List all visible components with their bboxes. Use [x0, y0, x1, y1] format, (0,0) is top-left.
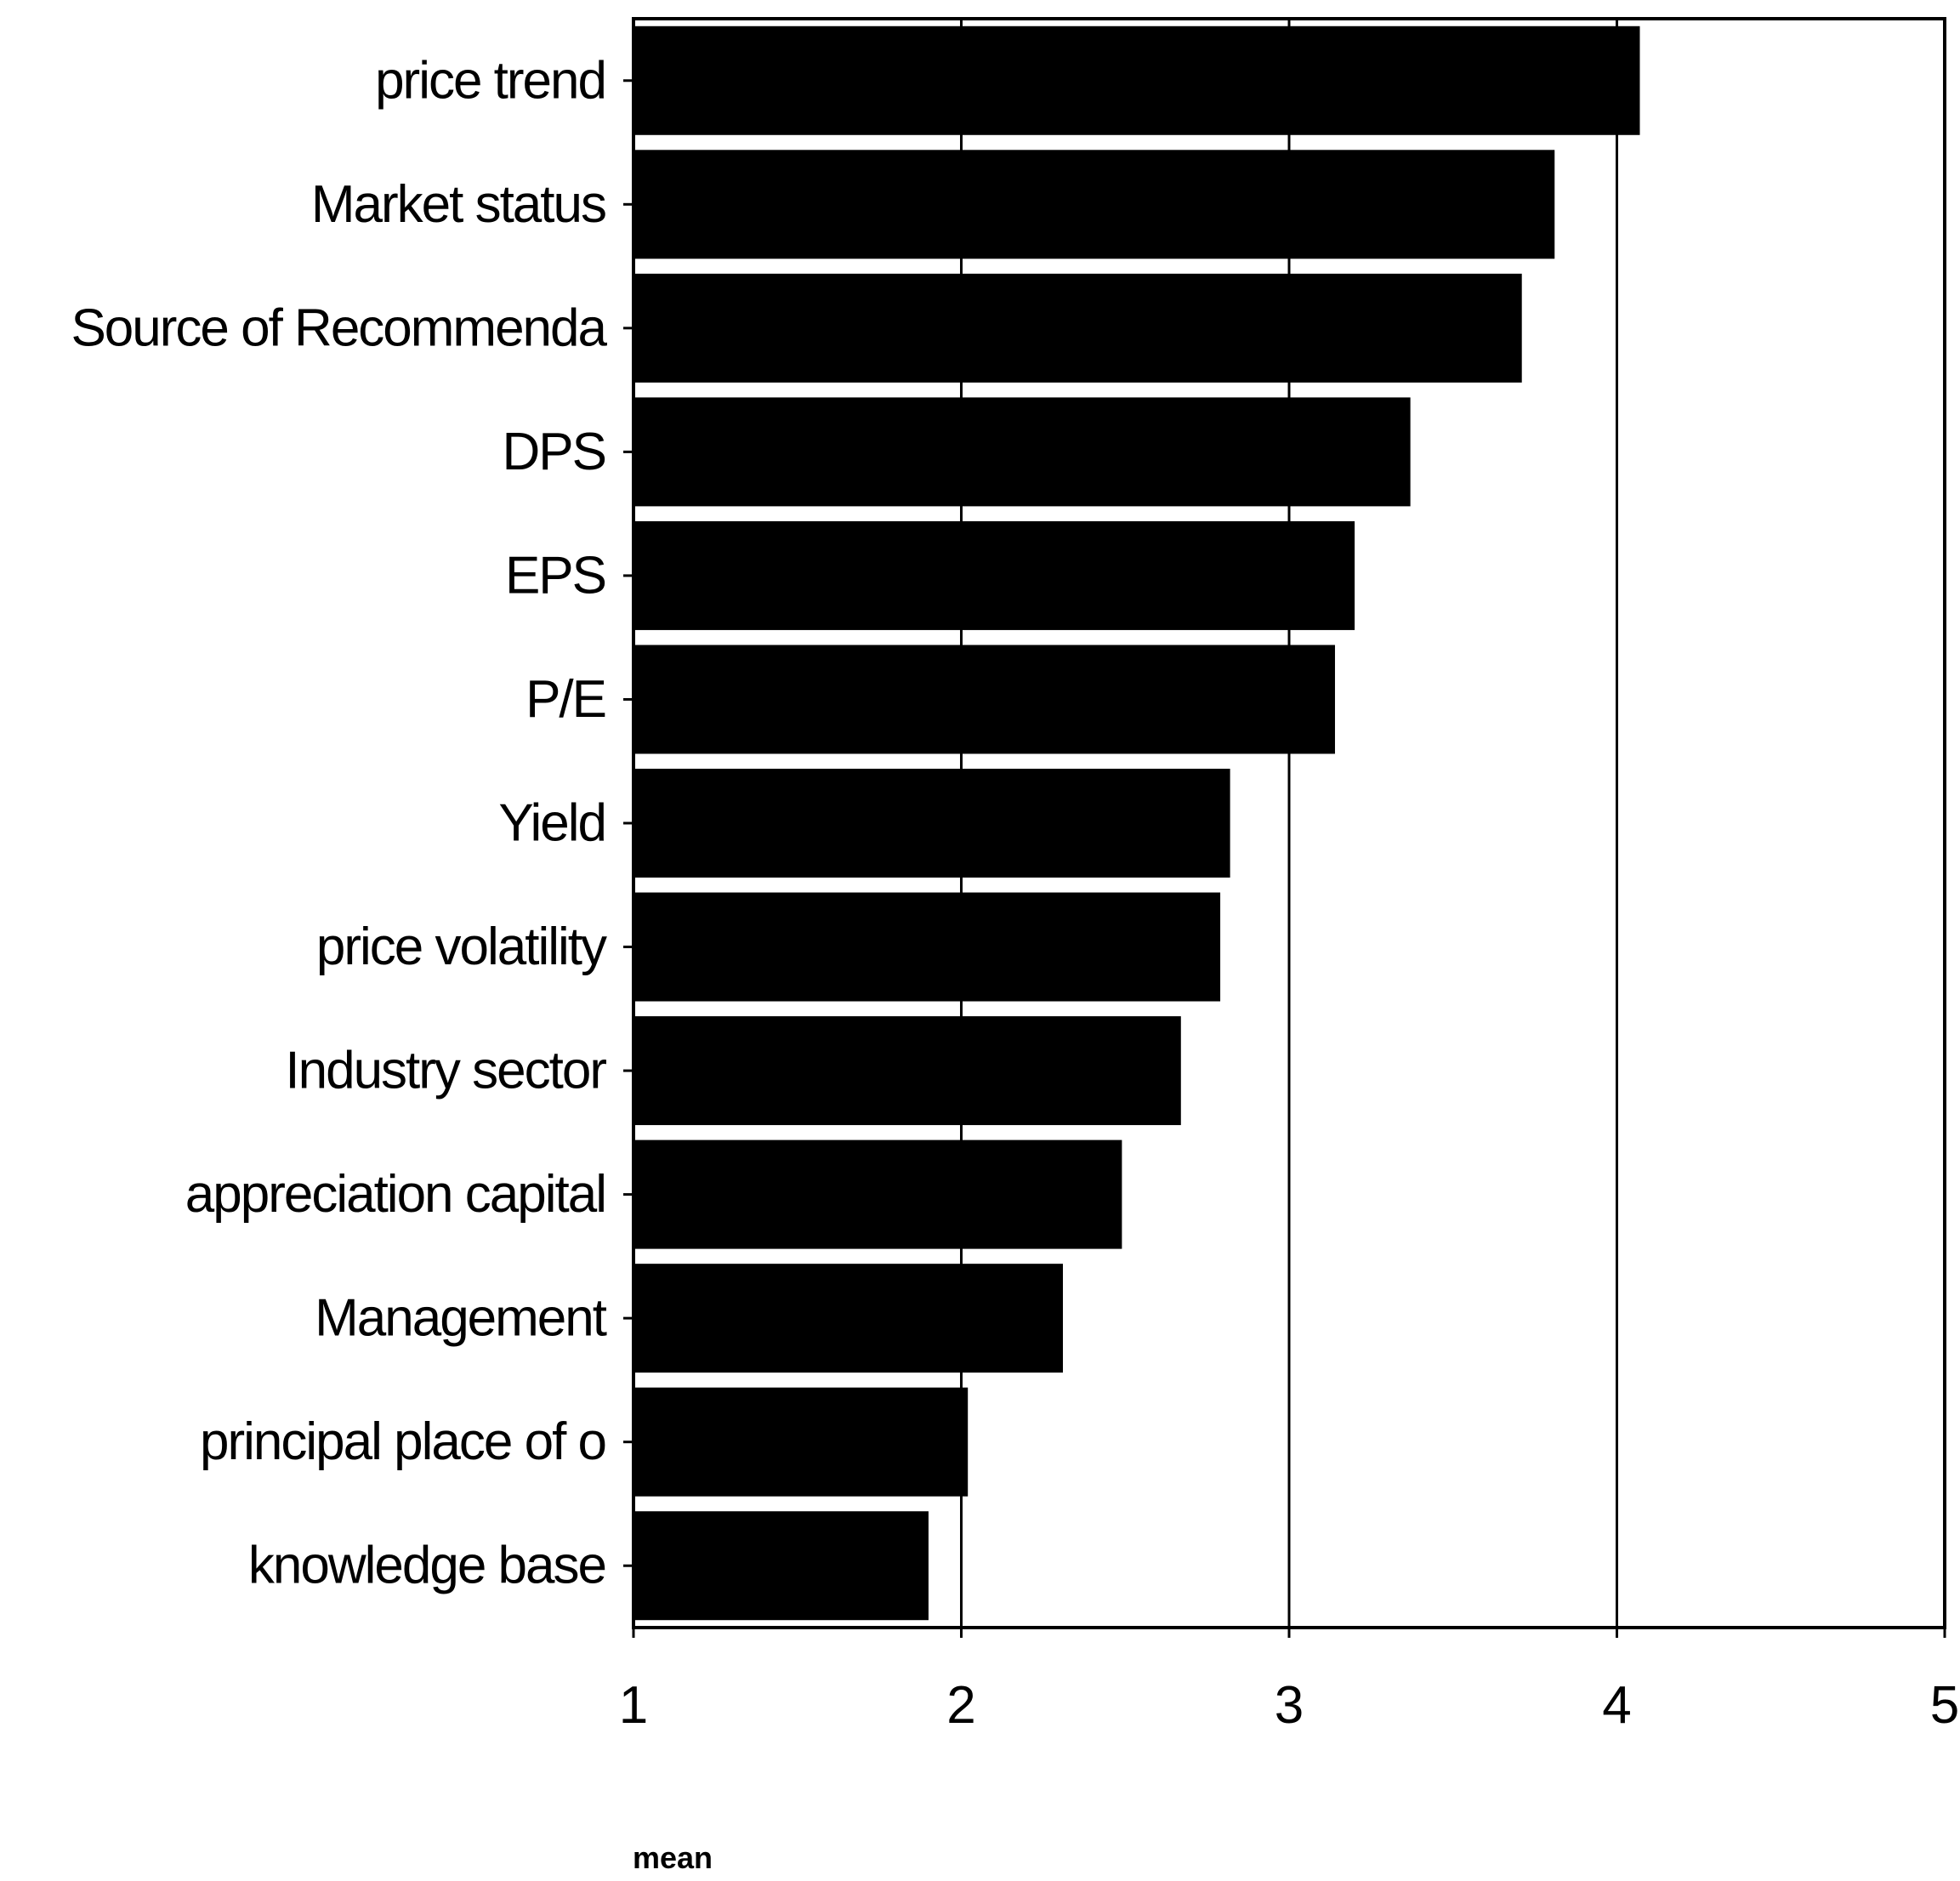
bar-price-trend — [633, 26, 1640, 135]
bar-management — [633, 1264, 1064, 1373]
y-label-market-status: Market status — [311, 175, 605, 234]
x-tick-label-2: 2 — [946, 1676, 975, 1735]
bar-industry-sector — [633, 1016, 1181, 1126]
y-label-industry-sector: Industry sector — [285, 1042, 606, 1100]
y-label-appreciation-capital: appreciation capital — [185, 1165, 605, 1224]
x-tick-label-3: 3 — [1275, 1676, 1304, 1735]
bar-appreciation-capital — [633, 1139, 1122, 1249]
bar-dps — [633, 397, 1411, 507]
bar-yield — [633, 769, 1230, 878]
x-axis-title: mean — [633, 1840, 713, 1875]
y-label-price-volatility: price volatility — [316, 918, 607, 976]
y-label-p-e: P/E — [526, 670, 605, 729]
bar-p-e — [633, 645, 1335, 754]
bar-eps — [633, 520, 1355, 630]
y-label-price-trend: price trend — [375, 51, 605, 110]
x-tick-label-4: 4 — [1602, 1676, 1631, 1735]
y-label-yield: Yield — [498, 794, 605, 853]
y-label-source-of-recommenda: Source of Recommenda — [71, 298, 607, 357]
bar-price-volatility — [633, 892, 1221, 1002]
y-axis-tick-marks — [623, 79, 633, 1567]
x-tick-label-5: 5 — [1930, 1676, 1959, 1735]
y-label-management: Management — [315, 1289, 607, 1348]
y-label-principal-place-of-o: principal place of o — [200, 1412, 605, 1471]
bar-knowledge-base — [633, 1511, 929, 1621]
y-axis-category-labels: price trend Market status Source of Recomm… — [71, 51, 609, 1595]
bar-principal-place-of-o — [633, 1387, 969, 1497]
bar-source-of-recommenda — [633, 273, 1522, 383]
bar-market-status — [633, 150, 1555, 259]
y-label-dps: DPS — [503, 423, 605, 481]
x-axis-ticks: 1 2 3 4 5 — [619, 1628, 1959, 1735]
y-label-eps: EPS — [505, 546, 605, 605]
x-tick-label-1: 1 — [619, 1676, 648, 1735]
bars — [633, 26, 1640, 1621]
y-label-knowledge-base: knowledge base — [248, 1537, 605, 1595]
